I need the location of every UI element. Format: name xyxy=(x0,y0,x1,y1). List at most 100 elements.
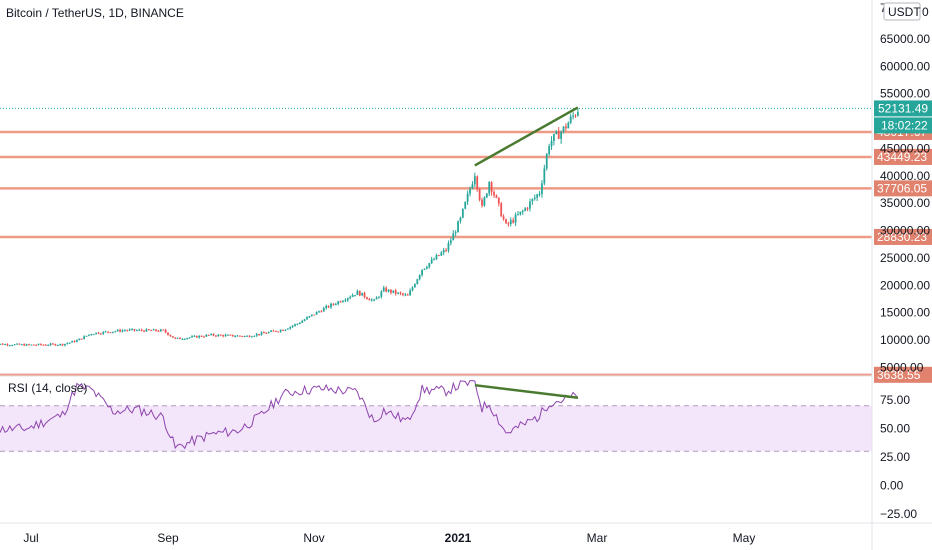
candle[interactable] xyxy=(521,210,524,212)
candle[interactable] xyxy=(286,328,289,330)
candle[interactable] xyxy=(368,298,371,301)
candle[interactable] xyxy=(469,188,471,194)
candle[interactable] xyxy=(6,344,9,346)
candle[interactable] xyxy=(536,194,539,198)
candle[interactable] xyxy=(330,303,332,308)
candle[interactable] xyxy=(363,292,366,298)
candle[interactable] xyxy=(8,345,11,347)
candle[interactable] xyxy=(418,275,421,280)
candle[interactable] xyxy=(572,115,575,117)
candle[interactable] xyxy=(545,154,548,169)
candle[interactable] xyxy=(203,336,205,338)
candle[interactable] xyxy=(296,323,299,325)
candle[interactable] xyxy=(478,189,481,200)
candle[interactable] xyxy=(361,292,364,296)
candle[interactable] xyxy=(526,208,529,210)
candle[interactable] xyxy=(32,344,35,346)
candle[interactable] xyxy=(495,195,498,198)
candle[interactable] xyxy=(11,345,14,347)
candle[interactable] xyxy=(157,330,160,332)
candle[interactable] xyxy=(473,176,476,185)
candle[interactable] xyxy=(344,300,347,302)
candle[interactable] xyxy=(150,330,153,332)
candle[interactable] xyxy=(42,344,45,346)
candle[interactable] xyxy=(306,317,308,320)
candle[interactable] xyxy=(78,338,81,341)
candle[interactable] xyxy=(404,294,407,296)
candle[interactable] xyxy=(176,337,179,339)
candle[interactable] xyxy=(490,182,493,192)
candle[interactable] xyxy=(447,243,450,251)
candle[interactable] xyxy=(553,133,555,142)
candle[interactable] xyxy=(382,287,385,292)
candle[interactable] xyxy=(351,295,354,297)
candle[interactable] xyxy=(99,333,102,335)
candle[interactable] xyxy=(569,116,572,123)
candle[interactable] xyxy=(313,314,316,316)
candle[interactable] xyxy=(54,344,57,346)
candle[interactable] xyxy=(517,214,519,216)
candle[interactable] xyxy=(308,316,311,318)
candle[interactable] xyxy=(402,293,404,295)
candle[interactable] xyxy=(30,344,33,346)
candle[interactable] xyxy=(320,311,323,313)
candle[interactable] xyxy=(40,343,42,345)
candle[interactable] xyxy=(222,335,225,337)
candle[interactable] xyxy=(274,330,277,332)
candle[interactable] xyxy=(181,338,184,340)
candle[interactable] xyxy=(167,332,169,335)
candle[interactable] xyxy=(334,304,337,306)
candle[interactable] xyxy=(186,337,189,339)
candle[interactable] xyxy=(4,344,6,346)
candle[interactable] xyxy=(52,343,54,345)
candle[interactable] xyxy=(217,334,220,337)
candle[interactable] xyxy=(519,211,522,215)
candle[interactable] xyxy=(260,332,263,335)
candle[interactable] xyxy=(131,328,133,330)
candle[interactable] xyxy=(231,334,234,337)
candle[interactable] xyxy=(291,325,294,327)
candle[interactable] xyxy=(409,290,412,296)
candle[interactable] xyxy=(543,168,546,184)
candle[interactable] xyxy=(66,343,69,345)
candle[interactable] xyxy=(85,335,88,337)
candle[interactable] xyxy=(215,335,217,337)
candle[interactable] xyxy=(440,252,443,256)
candle[interactable] xyxy=(191,336,193,338)
candle[interactable] xyxy=(459,217,462,222)
candle[interactable] xyxy=(95,332,98,335)
candle[interactable] xyxy=(457,221,459,233)
candle[interactable] xyxy=(198,335,201,338)
price-trendline[interactable] xyxy=(474,106,579,167)
candle[interactable] xyxy=(251,336,253,338)
candle[interactable] xyxy=(49,343,52,346)
candle[interactable] xyxy=(454,232,457,234)
candle[interactable] xyxy=(414,284,416,288)
candle[interactable] xyxy=(109,332,112,334)
candle[interactable] xyxy=(445,249,447,251)
candle[interactable] xyxy=(159,329,162,332)
candle[interactable] xyxy=(471,184,474,189)
candle[interactable] xyxy=(143,330,145,332)
candle[interactable] xyxy=(169,334,172,337)
candle[interactable] xyxy=(135,330,138,332)
candle[interactable] xyxy=(162,329,165,331)
candle[interactable] xyxy=(560,131,563,139)
candle[interactable] xyxy=(421,269,423,276)
candle[interactable] xyxy=(356,290,359,296)
candle[interactable] xyxy=(392,290,395,293)
candle[interactable] xyxy=(121,330,124,332)
candle[interactable] xyxy=(272,330,275,332)
candle[interactable] xyxy=(207,334,210,336)
candle[interactable] xyxy=(433,259,435,261)
candle[interactable] xyxy=(76,340,78,342)
candle[interactable] xyxy=(210,333,213,336)
candle[interactable] xyxy=(349,296,352,299)
candle[interactable] xyxy=(152,329,155,331)
candle[interactable] xyxy=(205,334,208,337)
candle[interactable] xyxy=(145,329,148,332)
candle[interactable] xyxy=(380,291,383,297)
candle[interactable] xyxy=(164,329,167,333)
candle[interactable] xyxy=(562,126,565,132)
candle[interactable] xyxy=(505,219,507,224)
